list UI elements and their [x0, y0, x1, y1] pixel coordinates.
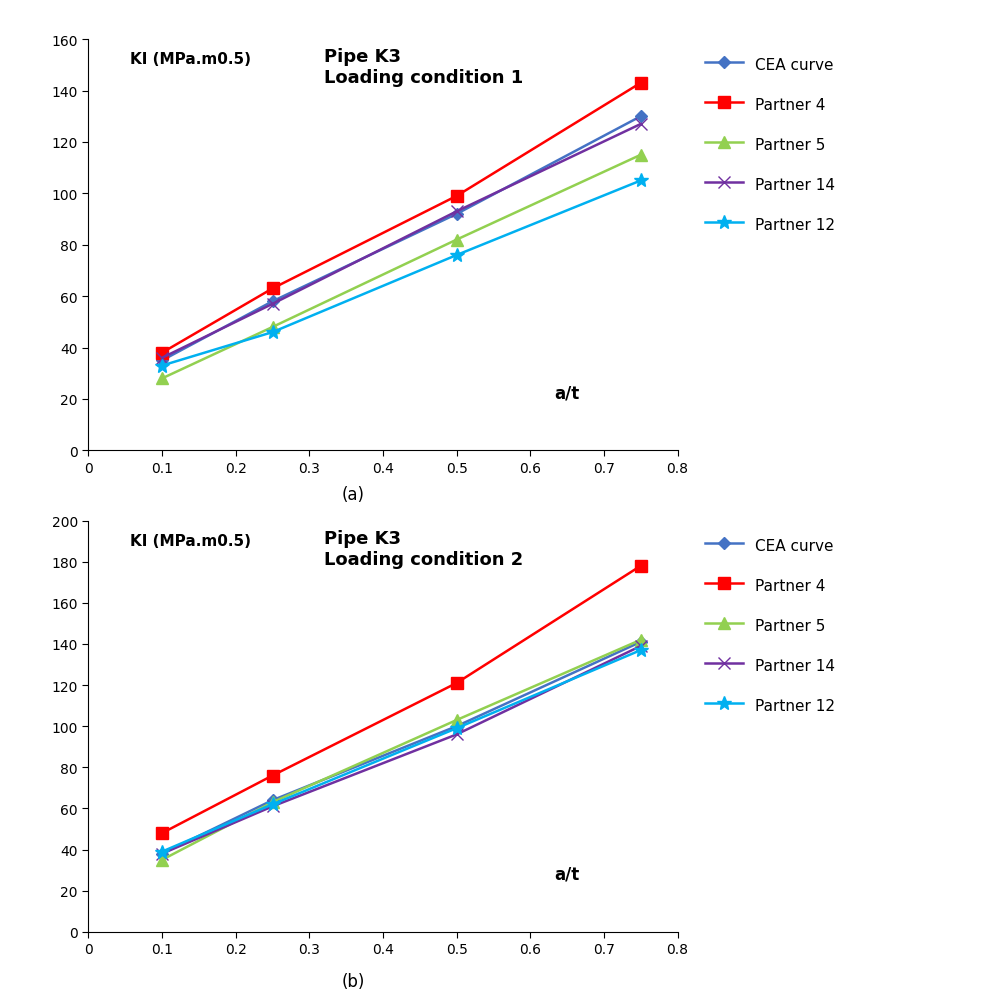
Text: KI (MPa.m0.5): KI (MPa.m0.5)	[130, 533, 250, 548]
Partner 12	[634, 644, 646, 656]
Partner 5	[634, 634, 646, 646]
Line: Partner 12: Partner 12	[155, 174, 648, 373]
Text: a/t: a/t	[554, 865, 579, 883]
Line: Partner 5: Partner 5	[156, 634, 646, 866]
Line: CEA curve: CEA curve	[158, 113, 645, 365]
Partner 12	[634, 175, 646, 187]
CEA curve	[451, 208, 463, 220]
Text: (b): (b)	[342, 972, 365, 990]
Partner 14	[634, 119, 646, 131]
Legend: CEA curve, Partner 4, Partner 5, Partner 14, Partner 12: CEA curve, Partner 4, Partner 5, Partner…	[697, 529, 843, 722]
Line: Partner 5: Partner 5	[156, 150, 646, 385]
Line: CEA curve: CEA curve	[158, 638, 645, 858]
CEA curve	[634, 111, 646, 123]
Partner 4	[156, 828, 168, 840]
Partner 4	[266, 284, 279, 296]
Partner 5	[266, 797, 279, 809]
Partner 12	[451, 722, 463, 734]
Partner 14	[451, 728, 463, 740]
Partner 4	[634, 560, 646, 572]
Text: a/t: a/t	[554, 384, 579, 402]
Partner 5	[266, 322, 279, 334]
Partner 4	[266, 770, 279, 782]
Line: Partner 4: Partner 4	[156, 561, 646, 839]
Partner 14	[451, 206, 463, 218]
Line: Partner 14: Partner 14	[156, 119, 646, 364]
CEA curve	[266, 296, 279, 308]
Partner 4	[634, 78, 646, 90]
Partner 5	[634, 149, 646, 161]
CEA curve	[156, 848, 168, 860]
CEA curve	[634, 636, 646, 648]
Partner 5	[156, 373, 168, 385]
Text: Pipe K3
Loading condition 2: Pipe K3 Loading condition 2	[324, 529, 523, 568]
Partner 14	[156, 353, 168, 365]
Line: Partner 4: Partner 4	[156, 78, 646, 359]
CEA curve	[266, 795, 279, 807]
Partner 5	[156, 854, 168, 866]
Text: KI (MPa.m0.5): KI (MPa.m0.5)	[130, 52, 250, 67]
Partner 14	[266, 801, 279, 813]
CEA curve	[156, 355, 168, 367]
Text: (a): (a)	[342, 486, 365, 504]
Line: Partner 14: Partner 14	[156, 641, 646, 860]
Partner 5	[451, 714, 463, 726]
Line: Partner 12: Partner 12	[155, 643, 648, 859]
CEA curve	[451, 720, 463, 732]
Partner 14	[156, 848, 168, 860]
Partner 4	[156, 348, 168, 360]
Partner 14	[266, 299, 279, 311]
Partner 12	[266, 799, 279, 811]
Legend: CEA curve, Partner 4, Partner 5, Partner 14, Partner 12: CEA curve, Partner 4, Partner 5, Partner…	[697, 48, 843, 241]
Text: Pipe K3
Loading condition 1: Pipe K3 Loading condition 1	[324, 48, 523, 87]
Partner 14	[634, 640, 646, 652]
Partner 4	[451, 677, 463, 689]
Partner 12	[156, 360, 168, 372]
Partner 12	[266, 327, 279, 339]
Partner 5	[451, 234, 463, 246]
Partner 4	[451, 190, 463, 202]
Partner 12	[451, 249, 463, 262]
Partner 12	[156, 846, 168, 858]
